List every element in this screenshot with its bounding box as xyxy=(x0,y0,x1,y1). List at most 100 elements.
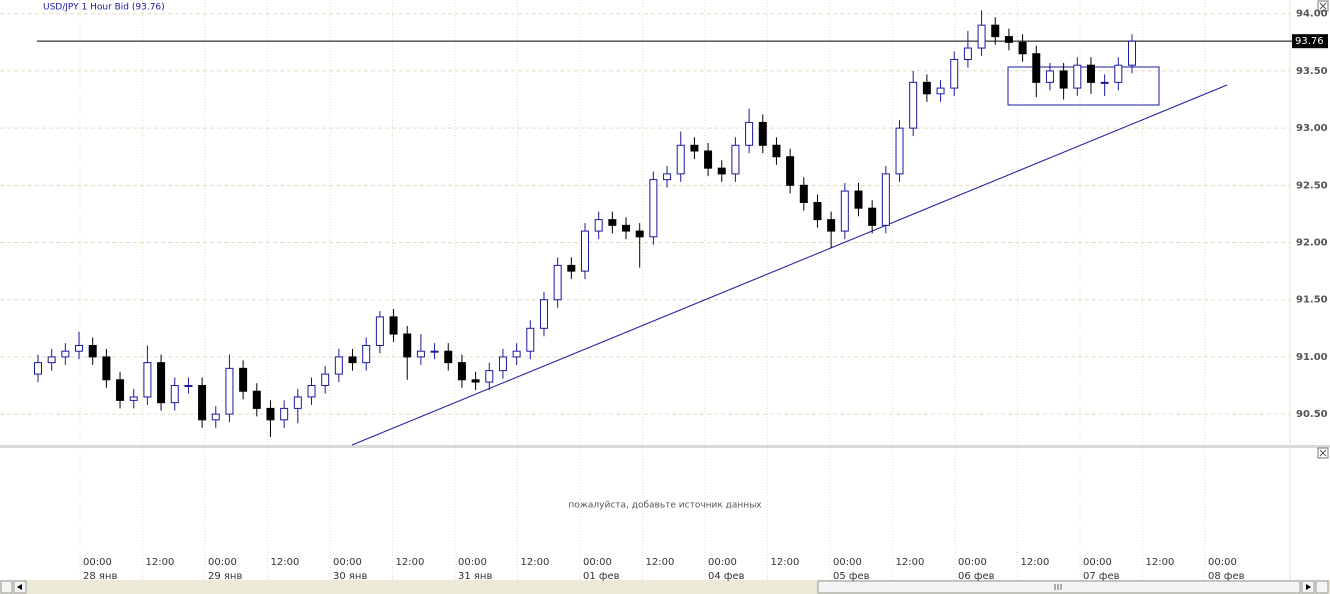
candle-body xyxy=(34,362,42,375)
candle-body xyxy=(170,385,179,404)
candle-body xyxy=(471,379,480,383)
scroll-thumb[interactable] xyxy=(817,580,1301,594)
x-tick-label: 00:00 xyxy=(1083,557,1112,568)
x-tick-label: 00:00 xyxy=(83,557,112,568)
scroll-home[interactable] xyxy=(0,580,13,594)
x-tick-label: 00:00 xyxy=(208,557,237,568)
candle-body xyxy=(61,350,70,358)
x-tick-label: 00:00 xyxy=(458,557,487,568)
candle-body xyxy=(512,350,521,358)
candle-body xyxy=(991,24,1000,38)
x-date-label: 04 фев xyxy=(708,571,745,582)
x-date-label: 05 фев xyxy=(833,571,870,582)
x-tick-label: 12:00 xyxy=(396,557,425,568)
price-tag xyxy=(1292,34,1328,49)
candle-body xyxy=(827,219,836,232)
candle-body xyxy=(1018,41,1027,55)
chart-title: USD/JPY 1 Hour Bid (93.76) xyxy=(43,3,165,13)
candle-body xyxy=(1032,53,1041,83)
candle-body xyxy=(813,201,822,221)
candle-body xyxy=(690,144,699,152)
candle-body xyxy=(567,264,576,272)
candle-body xyxy=(1128,40,1136,66)
candle-body xyxy=(772,144,781,158)
x-date-label: 31 янв xyxy=(458,571,492,582)
y-tick-label: 91.00 xyxy=(1296,352,1328,363)
candle-body xyxy=(239,367,248,392)
candle-body xyxy=(389,316,398,335)
x-tick-label: 12:00 xyxy=(1021,557,1050,568)
candle-body xyxy=(307,385,316,398)
scroll-end[interactable] xyxy=(1315,580,1329,594)
candle-body xyxy=(88,344,97,358)
candle-body xyxy=(922,81,931,95)
candle-body xyxy=(102,356,111,381)
candle-body xyxy=(47,356,56,364)
candle-body xyxy=(649,179,658,238)
x-date-label: 30 янв xyxy=(333,571,367,582)
candle-body xyxy=(622,224,631,232)
candle-body xyxy=(676,144,685,175)
candle-body xyxy=(143,362,152,398)
candle-body xyxy=(416,350,425,358)
candle-body xyxy=(348,356,357,364)
candle-body xyxy=(116,379,125,401)
candle-body xyxy=(1073,64,1082,89)
candle-body xyxy=(977,24,986,49)
candle-body xyxy=(881,173,890,226)
candle-body xyxy=(334,356,343,375)
price-tag-label: 93.76 xyxy=(1295,36,1324,47)
candle-body xyxy=(485,370,494,383)
candle-body xyxy=(498,356,507,372)
candle-body xyxy=(840,190,849,232)
trend-line xyxy=(351,84,1228,446)
y-tick-label: 93.50 xyxy=(1296,66,1328,77)
y-tick-label: 90.50 xyxy=(1296,409,1328,420)
candle-body xyxy=(854,190,863,209)
candle-body xyxy=(936,87,945,95)
candle-body xyxy=(717,167,726,175)
x-tick-label: 12:00 xyxy=(1146,557,1175,568)
x-date-label: 28 янв xyxy=(83,571,117,582)
close-button[interactable] xyxy=(1317,447,1329,459)
close-icon xyxy=(1319,2,1327,10)
candle-body xyxy=(375,316,384,346)
x-tick-label: 12:00 xyxy=(771,557,800,568)
x-date-label: 06 фев xyxy=(958,571,995,582)
candle-body xyxy=(745,121,754,146)
close-button[interactable] xyxy=(1317,0,1329,12)
candle-body xyxy=(444,350,453,364)
candle-body xyxy=(868,207,877,226)
range-box xyxy=(1007,66,1160,106)
candle-body xyxy=(553,264,562,301)
candle-body xyxy=(280,407,289,421)
x-tick-label: 00:00 xyxy=(583,557,612,568)
candle-body xyxy=(198,385,207,421)
candle-body xyxy=(526,327,535,352)
candle-body xyxy=(1114,64,1123,83)
scrollbar[interactable] xyxy=(0,580,1330,594)
y-tick-label: 94.00 xyxy=(1296,9,1328,20)
candle-body xyxy=(1100,81,1109,84)
x-date-label: 08 фев xyxy=(1208,571,1245,582)
x-tick-label: 12:00 xyxy=(521,557,550,568)
x-tick-label: 12:00 xyxy=(646,557,675,568)
candle-body xyxy=(252,390,261,409)
candle-body xyxy=(321,373,330,387)
x-tick-label: 00:00 xyxy=(833,557,862,568)
candle-body xyxy=(909,81,918,129)
candle-body xyxy=(608,219,617,226)
x-date-label: 07 фев xyxy=(1083,571,1120,582)
candle-body xyxy=(430,350,439,353)
x-tick-label: 00:00 xyxy=(333,557,362,568)
candle-body xyxy=(539,299,548,329)
candle-body xyxy=(293,396,302,409)
y-tick-label: 93.00 xyxy=(1296,123,1328,134)
candle-body xyxy=(457,362,466,381)
x-tick-label: 12:00 xyxy=(146,557,175,568)
candle-body xyxy=(581,230,589,272)
x-date-label: 29 янв xyxy=(208,571,242,582)
y-tick-label: 92.00 xyxy=(1296,238,1328,249)
